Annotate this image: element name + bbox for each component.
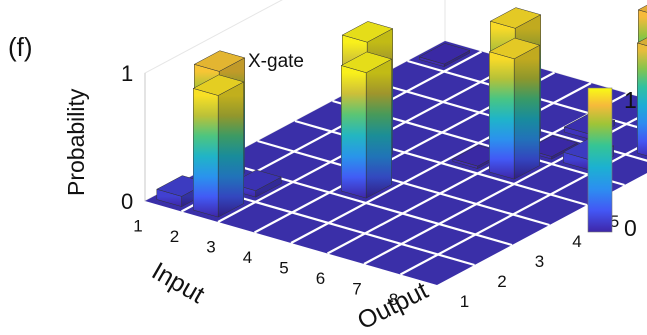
input-ticks: 1 2 3 4 5 6 7 8 bbox=[133, 216, 398, 309]
output-tick-2: 2 bbox=[497, 272, 506, 291]
bars-group bbox=[156, 4, 647, 218]
z-tick-1: 1 bbox=[121, 61, 133, 86]
input-tick-3: 3 bbox=[206, 237, 215, 256]
y-axis-label: Output bbox=[353, 276, 433, 335]
z-axis-label: Probability bbox=[63, 88, 89, 196]
output-tick-4: 4 bbox=[572, 232, 581, 251]
chart-title: X-gate bbox=[248, 51, 304, 72]
panel-label: (f) bbox=[8, 32, 33, 62]
input-tick-7: 7 bbox=[352, 279, 361, 298]
input-tick-4: 4 bbox=[243, 248, 252, 267]
input-tick-2: 2 bbox=[170, 227, 179, 246]
bar-in8-out7 bbox=[636, 37, 647, 157]
output-tick-5: 5 bbox=[610, 212, 619, 231]
output-tick-1: 1 bbox=[460, 292, 469, 311]
bar-in2-out1 bbox=[192, 74, 245, 218]
colorbar-max-label: 1 bbox=[624, 87, 637, 113]
input-tick-8: 8 bbox=[389, 290, 398, 309]
x-axis-label: Input bbox=[147, 257, 209, 309]
bar-in6-out5 bbox=[488, 37, 541, 180]
colorbar bbox=[587, 87, 613, 233]
bar-in1-out8 bbox=[418, 43, 471, 68]
input-tick-1: 1 bbox=[133, 216, 142, 235]
input-tick-6: 6 bbox=[316, 269, 325, 288]
output-tick-3: 3 bbox=[535, 252, 544, 271]
colorbar-min-label: 0 bbox=[624, 215, 637, 241]
input-tick-5: 5 bbox=[279, 258, 288, 277]
z-tick-0: 0 bbox=[121, 189, 133, 214]
bar-in4-out3 bbox=[340, 51, 393, 199]
z-ticks: 01 bbox=[121, 61, 133, 214]
